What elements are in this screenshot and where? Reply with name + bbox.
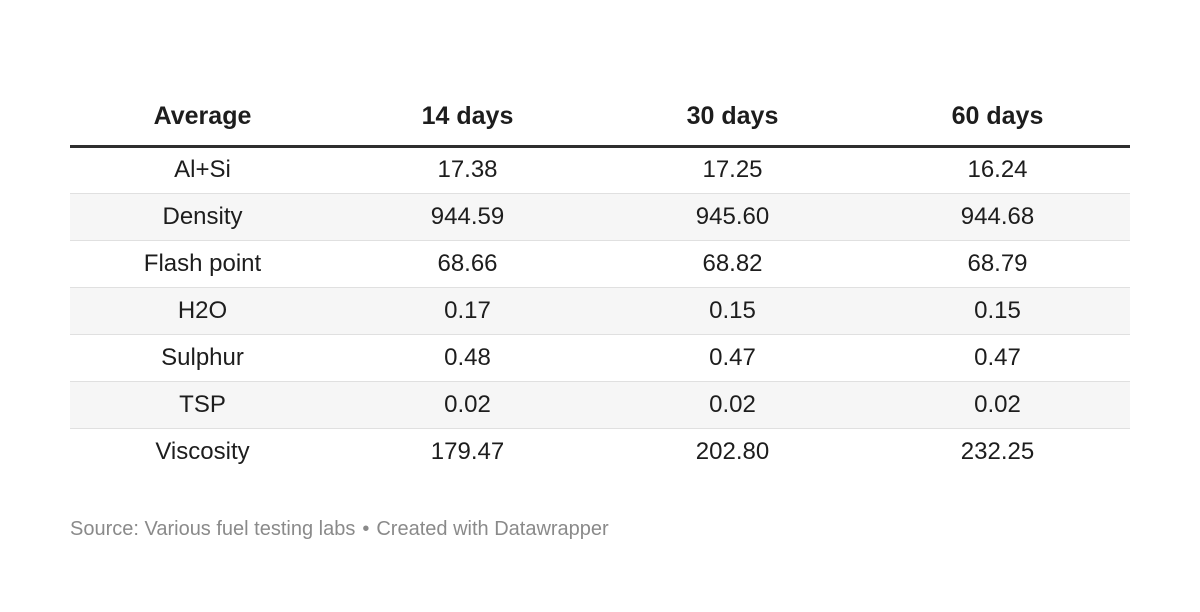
table-row: Density 944.59 945.60 944.68 — [70, 193, 1130, 240]
footer-separator: • — [362, 518, 370, 540]
cell-value: 0.02 — [444, 390, 491, 418]
data-table: Average 14 days 30 days 60 days Al+Si 17… — [70, 88, 1130, 475]
cell-value: 0.47 — [709, 343, 756, 371]
column-header-average: Average — [70, 88, 335, 148]
source-text: Source: Various fuel testing labs — [70, 518, 356, 540]
table-body: Al+Si 17.38 17.25 16.24 Density 944.59 9… — [70, 146, 1130, 475]
row-label: H2O — [177, 296, 228, 324]
cell-value: 179.47 — [430, 437, 505, 465]
cell-value: 68.79 — [967, 249, 1028, 277]
cell-value: 945.60 — [695, 202, 770, 230]
column-header-30-days: 30 days — [600, 88, 865, 148]
column-header-60-days: 60 days — [865, 88, 1130, 148]
row-label: Density — [162, 202, 243, 230]
footer: Source: Various fuel testing labs • Crea… — [70, 517, 609, 541]
table-header: Average 14 days 30 days 60 days — [70, 88, 1130, 148]
cell-value: 68.82 — [702, 249, 763, 277]
cell-value: 0.02 — [974, 390, 1021, 418]
table-row: Sulphur 0.48 0.47 0.47 — [70, 334, 1130, 381]
cell-value: 17.25 — [702, 156, 763, 183]
table-row: Viscosity 179.47 202.80 232.25 — [70, 428, 1130, 475]
cell-value: 68.66 — [437, 249, 498, 277]
cell-value: 0.15 — [974, 296, 1021, 324]
cell-value: 0.48 — [444, 343, 491, 371]
attribution-link[interactable]: Created with Datawrapper — [376, 518, 609, 540]
cell-value: 202.80 — [695, 437, 770, 465]
table-row: H2O 0.17 0.15 0.15 — [70, 287, 1130, 334]
cell-value: 16.24 — [967, 156, 1028, 183]
row-label: Viscosity — [155, 437, 250, 465]
row-label: Al+Si — [174, 156, 231, 183]
table-row: Al+Si 17.38 17.25 16.24 — [70, 146, 1130, 193]
cell-value: 17.38 — [437, 156, 498, 183]
cell-value: 0.02 — [709, 390, 756, 418]
cell-value: 0.15 — [709, 296, 756, 324]
row-label: TSP — [179, 390, 226, 418]
table-row: TSP 0.02 0.02 0.02 — [70, 381, 1130, 428]
header-row: Average 14 days 30 days 60 days — [70, 88, 1130, 148]
row-label: Sulphur — [161, 343, 244, 371]
cell-value: 0.17 — [444, 296, 491, 324]
cell-value: 0.47 — [974, 343, 1021, 371]
table-row: Flash point 68.66 68.82 68.79 — [70, 240, 1130, 287]
cell-value: 944.59 — [430, 202, 505, 230]
cell-value: 232.25 — [960, 437, 1035, 465]
column-header-14-days: 14 days — [335, 88, 600, 148]
row-label: Flash point — [143, 249, 262, 277]
cell-value: 944.68 — [960, 202, 1035, 230]
